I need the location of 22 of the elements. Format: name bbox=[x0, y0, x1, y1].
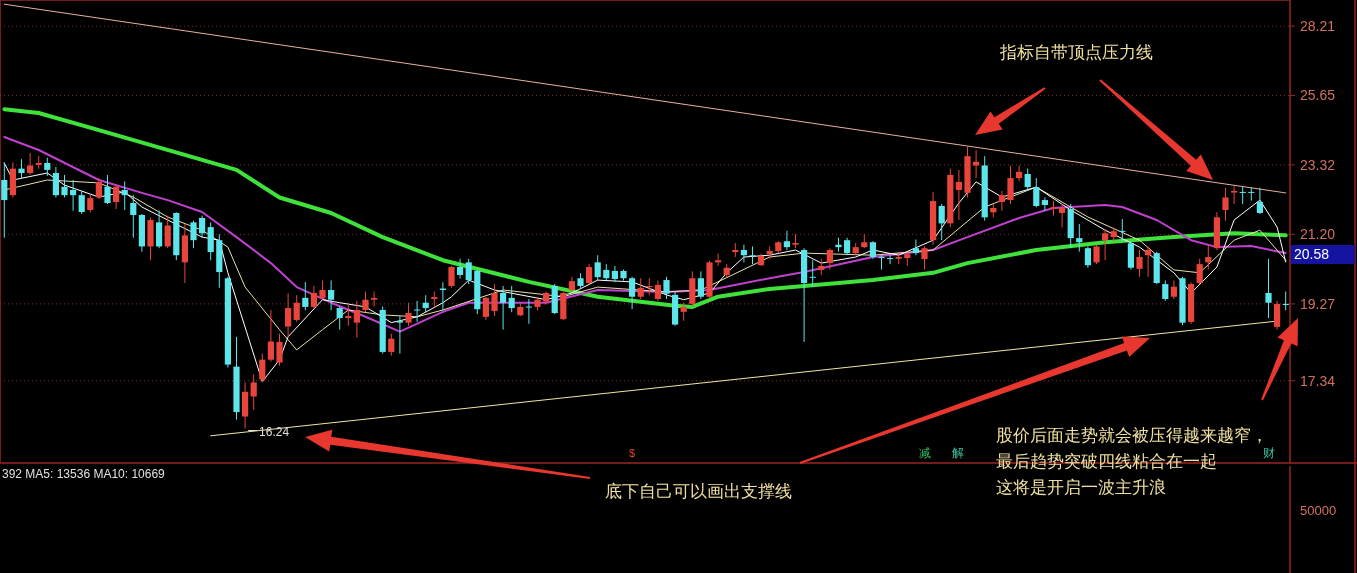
y-tick-label: 21.20 bbox=[1300, 226, 1336, 243]
line-series bbox=[3, 136, 1287, 333]
text: 底下自己可以画出支撑线 bbox=[605, 482, 792, 501]
annotation: 解 bbox=[952, 446, 964, 460]
y-tick-label: 28.21 bbox=[1300, 18, 1336, 35]
y-tick-label: 19.27 bbox=[1300, 295, 1336, 312]
line-series bbox=[3, 162, 1287, 383]
text: 这将是开启一波主升浪 bbox=[996, 478, 1166, 497]
y-tick-label: 23.32 bbox=[1300, 156, 1336, 173]
annotation: 财 bbox=[1263, 446, 1275, 460]
y-tick-label: 17.34 bbox=[1300, 372, 1336, 389]
text: 20.58 bbox=[1294, 246, 1330, 262]
annotation: 16.24 bbox=[259, 424, 290, 439]
annotation: $ bbox=[629, 447, 636, 459]
annotation: 指标自带顶点压力线 bbox=[999, 43, 1153, 62]
annotation: 股价后面走势就会被压得越来越窄， bbox=[996, 426, 1268, 445]
y-tick-label: 25.65 bbox=[1300, 87, 1336, 104]
line-series bbox=[2, 107, 1288, 309]
annotation: 最后趋势突破四线粘合在一起 bbox=[996, 452, 1217, 471]
text: 50000 bbox=[1300, 503, 1337, 518]
annotation: 减 bbox=[919, 446, 931, 460]
text: 392 MA5: 13536 MA10: 10669 bbox=[2, 467, 166, 481]
